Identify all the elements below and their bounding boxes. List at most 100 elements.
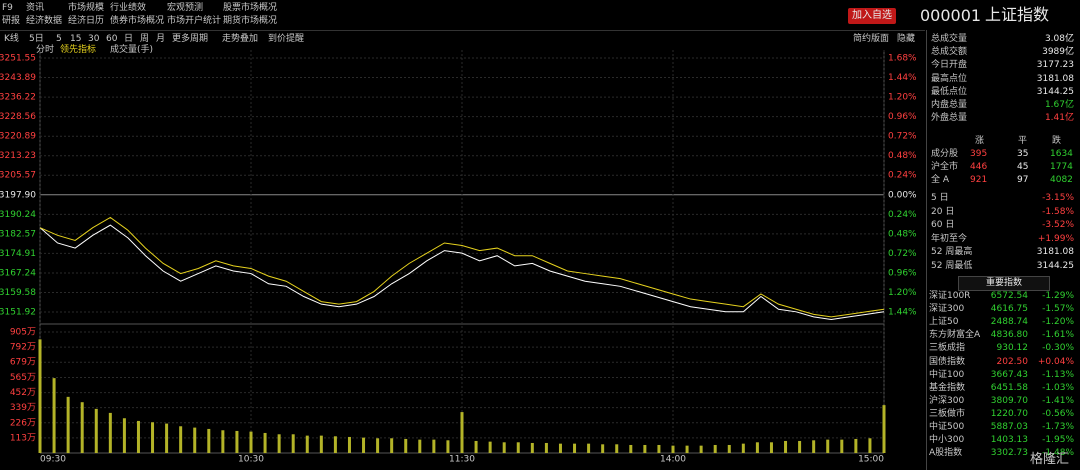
perf-label: 52 周最低 xyxy=(931,260,973,271)
volume-bar xyxy=(94,408,98,453)
price-tick-label: 3220.89 xyxy=(0,132,36,142)
volume-bar xyxy=(249,431,253,453)
menu-item[interactable]: 经济日历 xyxy=(68,16,105,26)
index-name[interactable]: 沪深300 xyxy=(929,395,965,406)
breadth-value: 395 xyxy=(970,149,988,159)
toolbar-item[interactable]: 周 xyxy=(140,34,150,44)
volume-tick-label: 339万 xyxy=(10,403,36,413)
stat-value: 1.41亿 xyxy=(1044,113,1074,124)
menu-item[interactable]: F9 xyxy=(2,3,13,13)
stock-code: 000001 xyxy=(920,6,982,25)
toolbar-item[interactable]: 5日 xyxy=(29,34,44,44)
index-value: 202.50 xyxy=(996,356,1029,367)
add-button[interactable]: 加入自选 xyxy=(852,10,892,21)
pct-tick-label: 1.44% xyxy=(888,73,917,83)
volume-bar xyxy=(488,441,492,453)
index-value: 6572.54 xyxy=(990,291,1028,301)
volume-bar xyxy=(826,439,830,453)
toolbar-item[interactable]: 30 xyxy=(88,34,100,44)
volume-bar xyxy=(615,444,619,453)
pct-tick-label: 0.24% xyxy=(888,171,917,181)
toolbar-item[interactable]: 日 xyxy=(124,34,134,44)
breadth-value: 446 xyxy=(970,162,988,172)
tab[interactable]: 分时 xyxy=(36,45,55,55)
index-value: 6451.58 xyxy=(990,382,1028,393)
toolbar-item[interactable]: 到价提醒 xyxy=(268,34,305,44)
add-button-bg[interactable] xyxy=(848,8,896,24)
volume-bar xyxy=(80,402,84,453)
price-tick-label: 3182.57 xyxy=(0,229,36,239)
volume-tick-label: 905万 xyxy=(10,328,36,338)
index-name[interactable]: A股指数 xyxy=(929,448,963,459)
menu-item[interactable]: 市场规模 xyxy=(68,3,105,13)
index-name[interactable]: 深证300 xyxy=(929,304,965,315)
toolbar-item[interactable]: 月 xyxy=(156,34,166,44)
volume-bar xyxy=(221,430,225,453)
volume-bar xyxy=(263,432,267,453)
pct-tick-label: 1.20% xyxy=(888,288,917,298)
toolbar-item[interactable]: 60 xyxy=(106,34,118,44)
menu-item[interactable]: 经济数据 xyxy=(26,16,63,26)
price-tick-label: 3205.57 xyxy=(0,171,36,181)
volume-bar xyxy=(755,442,759,453)
perf-value: -3.15% xyxy=(1042,193,1074,203)
volume-bar xyxy=(136,420,140,453)
volume-bar xyxy=(868,438,872,453)
index-change: -0.30% xyxy=(1042,343,1074,354)
volume-bar xyxy=(305,435,309,453)
volume-bar xyxy=(460,412,464,453)
index-name[interactable]: 中证100 xyxy=(929,369,965,380)
perf-value: -1.58% xyxy=(1042,206,1074,217)
index-name[interactable]: 国债指数 xyxy=(929,356,966,367)
toolbar-item[interactable]: 隐藏 xyxy=(897,34,916,44)
divider xyxy=(0,30,925,31)
toolbar-item[interactable]: 15 xyxy=(70,34,82,44)
index-name[interactable]: 三板成指 xyxy=(929,343,966,354)
time-tick-label: 10:30 xyxy=(238,455,264,465)
toolbar-item[interactable]: 走势叠加 xyxy=(222,34,259,44)
volume-bar xyxy=(474,440,478,453)
menu-item[interactable]: 债券市场概况 xyxy=(110,16,165,26)
index-name[interactable]: 中小300 xyxy=(929,435,965,446)
volume-bar xyxy=(587,443,591,453)
menu-item[interactable]: 期货市场概况 xyxy=(223,16,278,26)
pct-tick-label: 0.24% xyxy=(888,210,917,220)
volume-bar xyxy=(291,434,295,453)
price-tick-label: 3167.24 xyxy=(0,268,36,278)
volume-bar xyxy=(798,440,802,453)
index-name[interactable]: 基金指数 xyxy=(929,382,966,393)
volume-bar xyxy=(390,438,394,453)
volume-bar xyxy=(643,444,647,453)
price-tick-label: 3151.92 xyxy=(0,308,36,318)
volume-bar xyxy=(404,438,408,453)
volume-bar xyxy=(685,445,689,453)
menu-item[interactable]: 研报 xyxy=(2,16,21,26)
tab[interactable]: 成交量(手) xyxy=(110,45,154,55)
menu-item[interactable]: 市场开户统计 xyxy=(167,16,222,26)
index-change: -1.41% xyxy=(1042,395,1074,406)
menu-item[interactable]: 宏观预测 xyxy=(167,3,204,13)
index-name[interactable]: 东方财富全A xyxy=(929,330,981,341)
menu-item[interactable]: 行业绩效 xyxy=(110,3,147,13)
tab[interactable]: 领先指标 xyxy=(60,45,97,55)
stock-name: 上证指数 xyxy=(985,5,1050,24)
index-name[interactable]: 中证500 xyxy=(929,422,965,432)
index-change: -1.03% xyxy=(1042,382,1074,393)
volume-bar xyxy=(122,418,126,453)
index-name[interactable]: 三板做市 xyxy=(929,408,966,419)
volume-bar xyxy=(558,443,562,453)
index-name[interactable]: 深证100R xyxy=(929,291,971,301)
toolbar-item[interactable]: K线 xyxy=(4,34,19,44)
volume-bar xyxy=(544,442,548,453)
menu-item[interactable]: 股票市场概况 xyxy=(223,3,278,13)
toolbar-item[interactable]: 更多周期 xyxy=(172,34,209,44)
price-tick-label: 3190.24 xyxy=(0,210,36,220)
index-name[interactable]: 上证50 xyxy=(929,317,959,328)
menu-item[interactable]: 资讯 xyxy=(26,3,45,13)
volume-bar xyxy=(333,436,337,453)
perf-label: 5 日 xyxy=(931,193,949,203)
toolbar-item[interactable]: 简约版面 xyxy=(853,34,890,44)
pct-tick-label: 0.96% xyxy=(888,112,917,122)
toolbar-item[interactable]: 5 xyxy=(56,34,62,44)
pct-tick-label: 1.20% xyxy=(888,92,917,102)
